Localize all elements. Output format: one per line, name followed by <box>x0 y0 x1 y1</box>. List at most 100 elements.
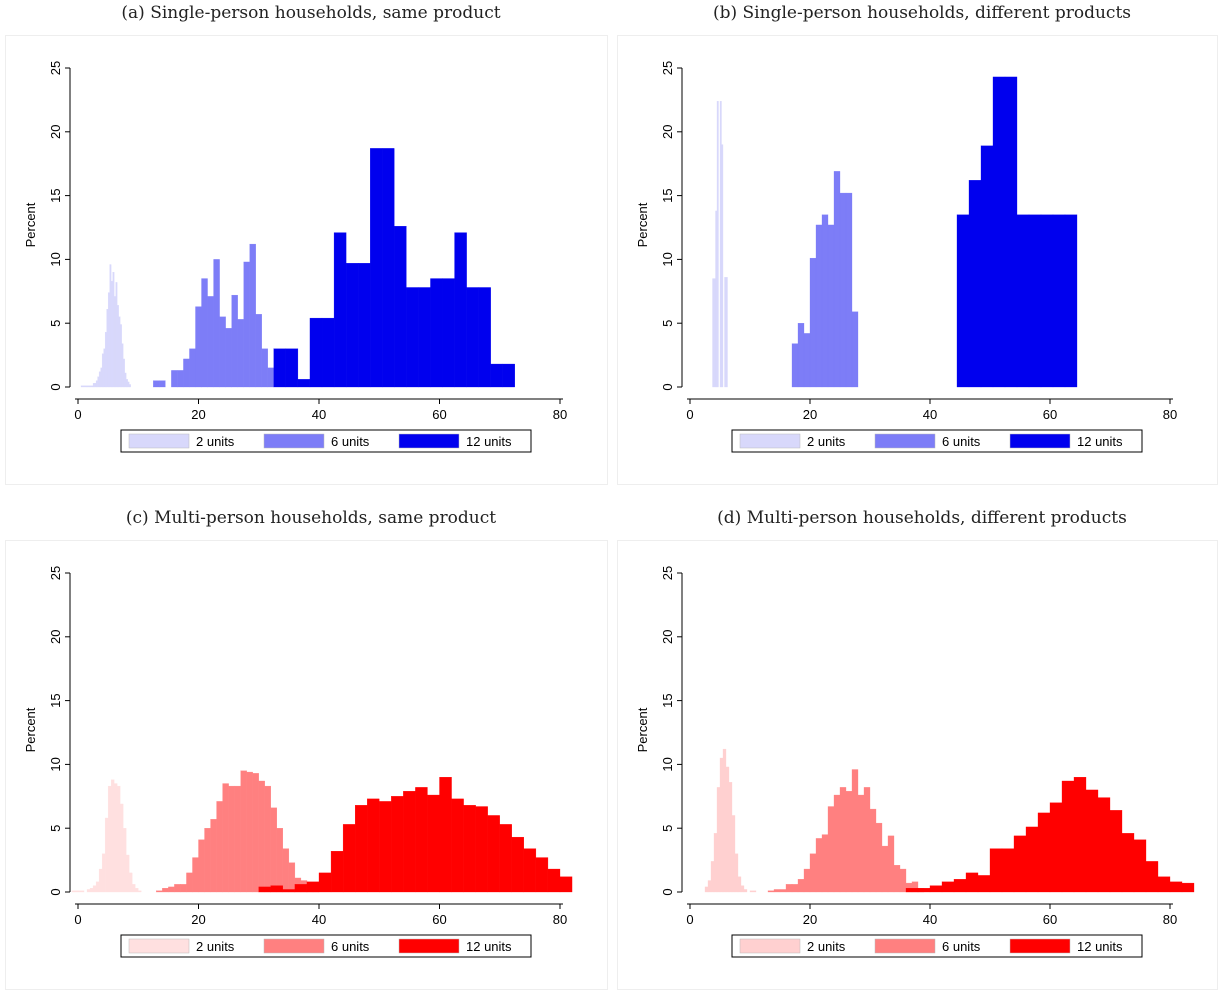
histogram-bar <box>342 824 356 893</box>
legend-swatch <box>263 938 325 954</box>
legend-label: 2 units <box>196 434 235 449</box>
histogram-bar <box>345 263 359 388</box>
histogram-bar <box>710 861 715 893</box>
histogram-bar <box>129 384 131 388</box>
x-tick-label: 40 <box>923 912 937 927</box>
histogram-bar <box>126 379 128 388</box>
x-tick-label: 40 <box>923 407 937 422</box>
legend-swatch <box>128 938 190 954</box>
histogram-bar <box>231 294 238 388</box>
y-tick-label: 0 <box>48 383 63 390</box>
y-tick-label: 25 <box>660 566 675 580</box>
histogram-bar <box>559 876 573 893</box>
histogram-bar <box>956 214 970 388</box>
x-tick-label: 80 <box>1163 912 1177 927</box>
histogram-bar <box>1145 861 1159 893</box>
histogram-bar <box>267 367 274 388</box>
histogram-bar <box>415 787 428 893</box>
x-tick-label: 40 <box>312 407 326 422</box>
histogram-bar <box>893 865 901 893</box>
histogram-bar <box>110 779 115 893</box>
x-tick-label: 80 <box>1163 407 1177 422</box>
histogram-bar <box>318 872 332 893</box>
histogram-bar <box>719 757 724 893</box>
histogram-bar <box>767 890 775 893</box>
histogram-bar <box>120 324 122 388</box>
histogram-chart: 0 5 10 15 20 25 0 20 40 60 80 Percent 2 units 6 units… <box>617 35 1218 485</box>
histogram-bar <box>115 282 118 388</box>
histogram-bar <box>1040 214 1054 388</box>
histogram-bar <box>547 868 561 893</box>
legend-label: 6 units <box>942 939 981 954</box>
histogram-bar <box>803 868 811 893</box>
y-tick-label: 15 <box>48 693 63 707</box>
x-tick-label: 0 <box>686 407 693 422</box>
histogram-bar <box>773 889 781 893</box>
histogram-bar <box>127 381 130 388</box>
histogram-bar <box>749 890 757 893</box>
histogram-bar <box>183 358 190 388</box>
histogram-bar <box>815 224 823 388</box>
histogram-bar <box>1001 848 1015 893</box>
histogram-bar <box>977 875 991 893</box>
histogram-bar <box>1004 76 1018 388</box>
histogram-bar <box>439 777 452 893</box>
histogram-bar <box>716 101 719 388</box>
histogram-bar <box>809 853 817 893</box>
histogram-bar <box>77 890 85 893</box>
histogram-bar <box>228 785 235 893</box>
x-tick-label: 0 <box>686 912 693 927</box>
x-tick-label: 60 <box>1043 407 1057 422</box>
y-tick-label: 10 <box>660 252 675 266</box>
histogram-bar <box>129 872 133 893</box>
histogram-bar <box>1169 881 1183 893</box>
x-tick-label: 20 <box>803 912 817 927</box>
histogram-bar <box>899 868 907 893</box>
histogram-bar <box>815 838 823 893</box>
histogram-bar <box>791 343 799 388</box>
histogram-bar <box>418 287 431 388</box>
histogram-bar <box>201 278 208 388</box>
histogram-bar <box>466 287 479 388</box>
histogram-bar <box>246 771 253 893</box>
histogram-bar <box>463 805 476 893</box>
y-axis-label: Percent <box>23 707 38 752</box>
histogram-bar <box>186 872 193 893</box>
histogram-bar <box>107 785 112 893</box>
histogram-bar <box>106 309 109 388</box>
histogram-bar <box>109 264 112 388</box>
x-tick-label: 60 <box>432 407 446 422</box>
histogram-bar <box>791 884 799 893</box>
histogram-bar <box>851 311 859 388</box>
y-tick-label: 10 <box>660 757 675 771</box>
histogram-bar <box>192 857 199 893</box>
histogram-bar <box>282 848 290 893</box>
histogram-bar <box>863 787 871 893</box>
histogram-bar <box>138 890 142 893</box>
histogram-bar <box>797 879 805 893</box>
histogram-bar <box>80 385 88 388</box>
histogram-bar <box>255 314 262 388</box>
histogram-bar <box>132 884 136 893</box>
histogram-bar <box>89 385 94 388</box>
histogram-bar <box>707 880 712 893</box>
histogram-bar <box>261 348 268 388</box>
y-tick-label: 20 <box>660 630 675 644</box>
histogram-bar <box>1049 802 1063 893</box>
x-tick-label: 20 <box>803 407 817 422</box>
y-tick-label: 15 <box>48 188 63 202</box>
histogram-bar <box>117 305 119 388</box>
histogram-bar <box>330 851 344 893</box>
histogram-bar <box>321 317 335 388</box>
histogram-bar <box>394 226 407 388</box>
histogram-bar <box>168 886 175 893</box>
histogram-bar <box>809 257 817 388</box>
histogram-bar <box>965 872 979 893</box>
histogram-bar <box>180 884 187 893</box>
histogram-bar <box>713 833 718 893</box>
histogram-bar <box>734 853 739 893</box>
histogram-bar <box>110 280 113 388</box>
histogram-bar <box>1109 810 1123 893</box>
histogram-bar <box>827 224 835 388</box>
histogram-bar <box>297 379 311 388</box>
